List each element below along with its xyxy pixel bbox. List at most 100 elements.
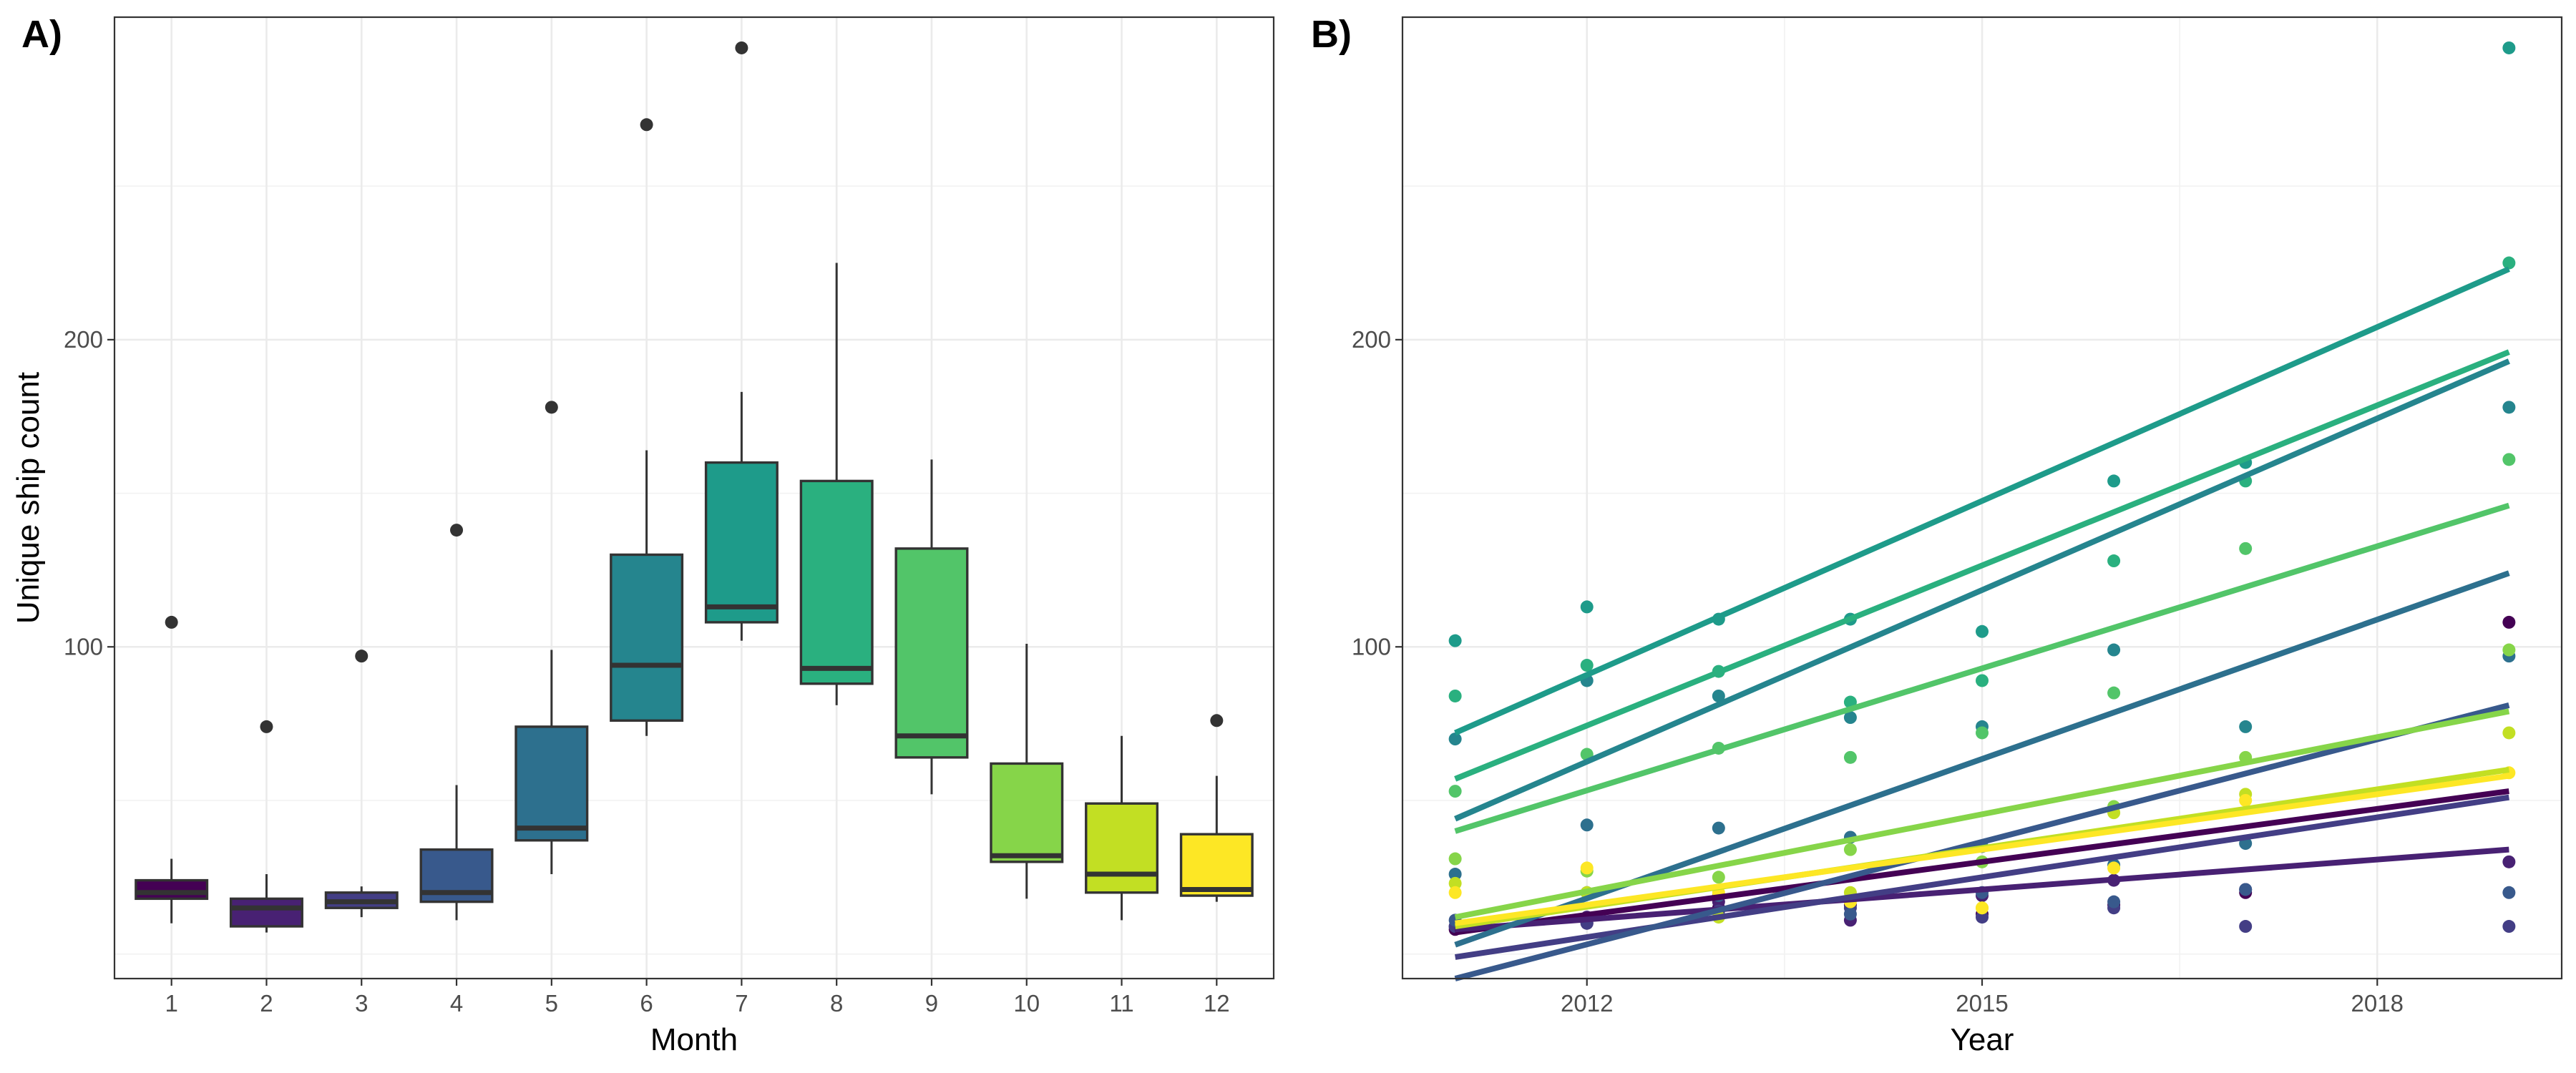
- series-point: [1712, 689, 1725, 702]
- series-point: [2502, 643, 2516, 657]
- series-6-trend-line: [1454, 358, 2510, 822]
- panel-a-tag: A): [21, 13, 62, 56]
- panel-a-x-tick-label: 2: [260, 990, 273, 1016]
- panel-b-y-tick-label: 200: [1352, 326, 1391, 353]
- series-7: [1448, 41, 2516, 647]
- series-point: [2502, 886, 2516, 899]
- panel-a-y-tick-label: 100: [64, 633, 103, 660]
- panel-a-x-tick-label: 11: [1109, 990, 1133, 1016]
- box-iqr: [1179, 833, 1254, 897]
- box-month-6: [610, 118, 684, 736]
- panel-a-x-tick-label: 12: [1204, 990, 1230, 1016]
- panel-a-x-tick-label: 6: [640, 990, 653, 1016]
- panel-b-x-tick-label: 2012: [1561, 990, 1613, 1016]
- series-point: [2502, 401, 2516, 414]
- panel-a-x-tick-label: 9: [925, 990, 938, 1016]
- series-point: [1976, 726, 1989, 740]
- box-iqr: [799, 479, 874, 685]
- series-point: [2502, 41, 2516, 54]
- box-iqr: [514, 725, 589, 842]
- panel-a-y-tick-label: 200: [64, 326, 103, 353]
- panel-a-x-tick-label: 8: [830, 990, 843, 1016]
- series-point: [1976, 901, 1989, 915]
- panel-b-marks: [1448, 41, 2516, 981]
- box-month-4: [419, 524, 494, 921]
- series-point: [2107, 554, 2121, 568]
- series-point: [1712, 871, 1725, 884]
- panel-a-x-tick-label: 5: [545, 990, 558, 1016]
- panel-a-boxes: [135, 41, 1254, 933]
- panel-b-x-tick-label: 2018: [2351, 990, 2404, 1016]
- series-point: [2107, 643, 2121, 657]
- series-point: [1843, 711, 1857, 725]
- panel-a-x-tick-label: 7: [735, 990, 748, 1016]
- series-point: [1843, 843, 1857, 856]
- series-point: [1448, 634, 1462, 647]
- panel-b-y-tick-label: 100: [1352, 633, 1391, 660]
- series-point: [2239, 720, 2253, 733]
- series-point: [2502, 615, 2516, 629]
- series-point: [2502, 855, 2516, 868]
- series-point: [2239, 920, 2253, 934]
- panel-b-scatter: B) 100 200 2012 2015 2018 Year: [1311, 13, 2563, 1057]
- box-iqr: [704, 461, 779, 624]
- box-outlier-point: [260, 720, 273, 733]
- panel-a-x-tick-label: 10: [1013, 990, 1040, 1016]
- box-month-12: [1179, 714, 1254, 902]
- box-month-2: [229, 720, 303, 933]
- series-1-trend-line: [1455, 788, 2509, 936]
- box-outlier-point: [640, 118, 653, 132]
- box-outlier-point: [1210, 714, 1224, 727]
- series-point: [1448, 733, 1462, 746]
- panel-a-x-tick-label: 3: [355, 990, 368, 1016]
- series-point: [1976, 624, 1989, 638]
- panel-b-tag: B): [1311, 13, 1352, 56]
- series-point: [1448, 852, 1462, 866]
- panel-b-x-tick-label: 2015: [1956, 990, 2008, 1016]
- box-outlier-point: [545, 401, 558, 414]
- series-point: [1448, 868, 1462, 881]
- box-month-8: [799, 263, 874, 705]
- panel-a-background: [114, 17, 1274, 979]
- series-2-trend-line: [1455, 846, 2509, 933]
- series-point: [2239, 883, 2253, 896]
- series-point: [1448, 886, 1462, 899]
- box-month-9: [894, 459, 969, 795]
- series-point: [1976, 674, 1989, 687]
- series-point: [1580, 600, 1594, 614]
- box-outlier-point: [165, 615, 178, 629]
- box-iqr: [1085, 802, 1159, 894]
- box-outlier-point: [355, 650, 369, 663]
- series-4-trend-line: [1454, 702, 2510, 981]
- box-outlier-point: [450, 524, 464, 537]
- series-point: [2107, 474, 2121, 488]
- box-month-11: [1085, 735, 1159, 921]
- panel-a-x-tick-label: 1: [165, 990, 177, 1016]
- box-month-7: [704, 41, 779, 641]
- series-point: [1448, 689, 1462, 702]
- box-outlier-point: [735, 41, 748, 54]
- box-iqr: [990, 762, 1064, 863]
- box-iqr: [610, 553, 684, 722]
- panel-a-x-tick-label: 4: [450, 990, 463, 1016]
- series-9-trend-line: [1454, 502, 2510, 834]
- box-iqr: [894, 547, 969, 759]
- panel-a-y-axis-title: Unique ship count: [11, 372, 46, 624]
- box-month-5: [514, 401, 589, 875]
- box-iqr: [135, 878, 209, 901]
- panel-b-x-axis-title: Year: [1951, 1022, 2014, 1057]
- series-point: [1712, 821, 1725, 835]
- series-point: [1448, 785, 1462, 798]
- series-12-trend-line: [1455, 773, 2509, 926]
- series-point: [1976, 911, 1989, 924]
- series-point: [1843, 907, 1857, 921]
- box-iqr: [229, 897, 303, 928]
- series-10-trend-line: [1454, 708, 2510, 921]
- box-month-10: [990, 643, 1064, 899]
- panel-b-axes: 100 200 2012 2015 2018: [1352, 326, 2404, 1016]
- series-point: [1580, 861, 1594, 875]
- series-point: [2239, 542, 2253, 555]
- series-8-trend-line: [1454, 349, 2510, 782]
